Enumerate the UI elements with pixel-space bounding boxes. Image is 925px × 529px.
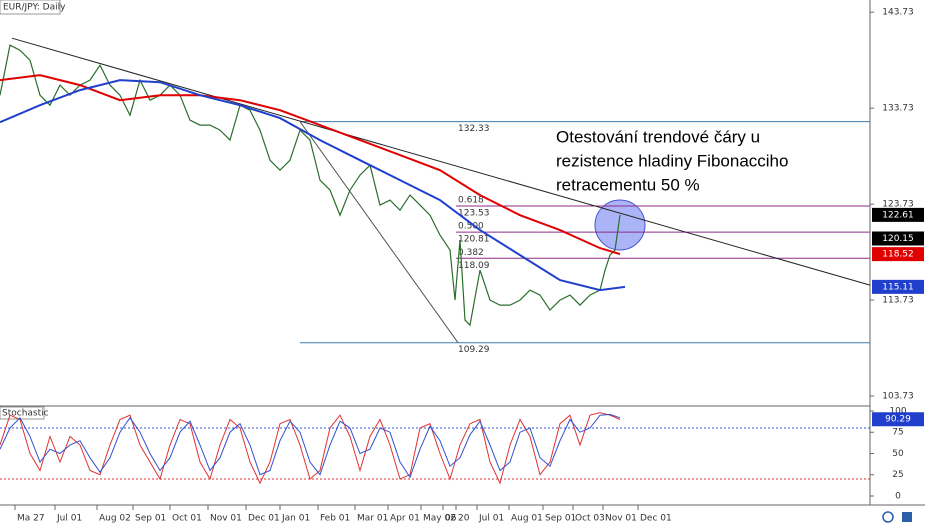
x-tick-label: Mar 01 (357, 514, 388, 524)
series-line (0, 412, 621, 485)
icon[interactable] (902, 512, 912, 522)
x-tick-label: Jul 01 (56, 514, 82, 524)
price-label: 118.52 (882, 250, 914, 260)
x-tick-label: Aug 02 (99, 514, 131, 524)
price-label: 115.11 (882, 282, 914, 292)
x-tick-label: Oct 01 (172, 514, 202, 524)
x-tick-label: Aug 01 (511, 514, 543, 524)
price-label: 122.61 (882, 210, 914, 220)
series-line (0, 74, 621, 256)
fib-ratio-label: 0.382 (458, 248, 484, 258)
y-tick-label: 123.73 (882, 200, 914, 210)
price-label: 90.29 (885, 415, 911, 425)
x-tick-label: Sep 01 (135, 514, 166, 524)
indicator-label: Stochastic (2, 409, 49, 419)
fib-value-label: 132.33 (458, 124, 490, 134)
series-line (0, 44, 621, 327)
toolbar-icons[interactable] (882, 511, 912, 523)
series-line (0, 413, 621, 479)
fib-value-label: 118.09 (458, 261, 490, 271)
y-tick-label: 143.73 (882, 8, 914, 18)
x-tick-label: Dec 01 (640, 514, 672, 524)
price-label-box (872, 247, 924, 262)
x-tick-label: Jul 01 (478, 514, 504, 524)
price-label: 120.15 (882, 234, 914, 244)
price-label-box (872, 412, 924, 427)
x-tick-label: Feb 01 (320, 514, 350, 524)
y-tick-label: 75 (892, 428, 903, 438)
fib-ratio-label: 0.618 (458, 196, 484, 206)
fib-value-label: 109.29 (458, 345, 490, 355)
y-tick-label: 50 (892, 449, 904, 459)
annotation: Otestování trendové čáry u (556, 127, 760, 146)
highlight-circle (594, 199, 646, 251)
x-tick-label: Jan 01 (281, 514, 310, 524)
trendline (11, 37, 871, 286)
fib-ratio-label: 0.500 (458, 222, 484, 232)
icon[interactable] (882, 511, 894, 523)
annotation: rezistence hladiny Fibonacciho (556, 151, 788, 170)
fib-value-label: 123.53 (458, 209, 490, 219)
price-label-box (872, 279, 924, 294)
x-tick-label: Dec 01 (248, 514, 280, 524)
x-tick-label: Nov 01 (605, 514, 637, 524)
y-tick-label: 0 (895, 491, 901, 501)
fib-value-label: 120.81 (458, 235, 490, 245)
symbol-box (0, 0, 61, 15)
y-tick-label: 133.73 (882, 104, 914, 114)
y-tick-label: 25 (892, 470, 903, 480)
x-tick-label: Apr 01 (390, 514, 420, 524)
y-tick-label: 103.73 (882, 392, 914, 402)
x-tick-label: May 02 (423, 514, 456, 524)
x-tick-label: 06 (445, 514, 457, 524)
x-tick-label: Nov 01 (210, 514, 242, 524)
symbol-label: EUR/JPY: Daily (3, 3, 66, 13)
y-tick-label: 113.73 (882, 296, 914, 306)
x-tick-label: 20 (458, 514, 470, 524)
price-label-box (872, 207, 924, 222)
price-label-box (872, 231, 924, 246)
trendline (299, 121, 459, 344)
x-tick-label: Oct 03 (575, 514, 605, 524)
x-tick-label: Sep 01 (545, 514, 576, 524)
series-line (0, 79, 626, 292)
x-tick-label: Ma 27 (17, 514, 45, 524)
y-tick-label: 100 (889, 406, 906, 416)
annotation: retracementu 50 % (556, 175, 700, 194)
